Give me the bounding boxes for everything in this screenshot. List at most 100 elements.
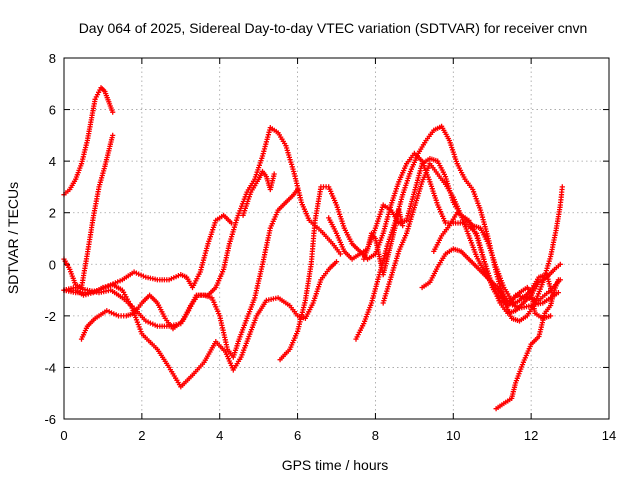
data-point	[245, 198, 251, 204]
y-tick-label: 4	[49, 154, 56, 169]
data-point	[488, 250, 494, 256]
data-point	[261, 148, 267, 154]
data-point	[400, 192, 406, 198]
data-point	[555, 290, 561, 296]
data-point	[414, 195, 420, 201]
data-point	[389, 200, 395, 206]
plot-marks	[61, 85, 565, 412]
y-axis-label: SDTVAR / TECUs	[5, 182, 21, 294]
data-point	[111, 311, 117, 317]
series-track-15	[493, 277, 561, 412]
data-point	[474, 233, 480, 239]
data-point	[408, 216, 414, 222]
data-point	[544, 265, 550, 271]
data-point	[408, 201, 414, 207]
series-track-7	[240, 168, 277, 218]
series-track-13	[419, 246, 556, 306]
x-tick-label: 14	[602, 428, 616, 443]
data-point	[548, 313, 554, 319]
data-point	[368, 300, 375, 306]
data-point	[405, 226, 411, 232]
data-point	[388, 274, 394, 280]
y-tick-label: -6	[44, 412, 56, 427]
data-point	[229, 231, 235, 237]
data-point	[340, 220, 346, 227]
data-point	[83, 292, 89, 298]
data-point	[404, 215, 410, 221]
data-point	[110, 132, 116, 138]
data-point	[393, 258, 399, 264]
x-tick-label: 0	[60, 428, 67, 443]
data-point	[479, 249, 485, 255]
data-point	[242, 208, 248, 214]
data-point	[212, 220, 218, 226]
data-point	[451, 151, 457, 157]
series-track-14	[431, 210, 554, 321]
data-point	[514, 304, 520, 310]
data-point	[287, 157, 293, 163]
y-tick-label: 2	[49, 206, 56, 221]
series-track-2	[61, 132, 116, 291]
data-point	[380, 300, 386, 306]
data-point	[198, 264, 205, 270]
data-point	[483, 263, 489, 269]
data-point	[394, 253, 400, 259]
data-point	[231, 227, 237, 233]
data-point	[559, 184, 565, 190]
y-tick-label: -4	[44, 360, 56, 375]
data-point	[475, 238, 481, 244]
data-point	[263, 139, 269, 145]
data-point	[477, 245, 483, 251]
data-point	[110, 109, 116, 115]
data-point	[284, 145, 290, 151]
y-tick-label: -2	[44, 309, 56, 324]
data-point	[371, 290, 377, 297]
data-point	[314, 288, 320, 294]
data-point	[381, 253, 388, 259]
data-point	[337, 251, 343, 257]
data-point	[200, 260, 206, 266]
data-point	[133, 317, 140, 323]
data-point	[416, 170, 423, 176]
data-point	[413, 200, 419, 206]
x-tick-label: 12	[524, 428, 538, 443]
series-track-5	[61, 259, 340, 390]
x-tick-label: 10	[446, 428, 460, 443]
x-tick-label: 2	[138, 428, 145, 443]
data-point	[104, 308, 110, 314]
data-point	[236, 210, 242, 216]
x-tick-labels: 0 2 4 6 8 10 12 14	[60, 428, 616, 443]
data-point	[483, 226, 489, 232]
data-point	[168, 276, 174, 282]
data-point	[481, 221, 487, 227]
data-point	[383, 291, 389, 297]
data-point	[557, 261, 563, 267]
data-point	[205, 241, 211, 247]
data-point	[416, 190, 422, 197]
x-tick-label: 4	[216, 428, 223, 443]
data-point	[404, 180, 410, 186]
chart-title: Day 064 of 2025, Sidereal Day-to-day VTE…	[79, 20, 588, 36]
data-point	[107, 283, 113, 289]
data-point	[290, 166, 296, 172]
data-point	[429, 186, 435, 192]
data-point	[409, 212, 415, 218]
data-point	[406, 221, 412, 227]
data-point	[333, 259, 340, 265]
series-track-8	[277, 150, 563, 363]
data-point	[405, 210, 412, 216]
data-point	[115, 279, 121, 285]
data-point	[477, 207, 484, 213]
x-tick-label: 6	[294, 428, 301, 443]
data-point	[393, 188, 399, 194]
data-point	[400, 223, 406, 229]
data-point	[271, 171, 277, 177]
data-point	[289, 161, 295, 167]
data-point	[202, 250, 208, 256]
data-point	[286, 152, 292, 158]
series-track-1	[61, 85, 116, 198]
data-point	[433, 197, 439, 203]
data-point	[233, 220, 239, 226]
y-tick-label: 6	[49, 103, 56, 118]
data-point	[411, 205, 417, 211]
